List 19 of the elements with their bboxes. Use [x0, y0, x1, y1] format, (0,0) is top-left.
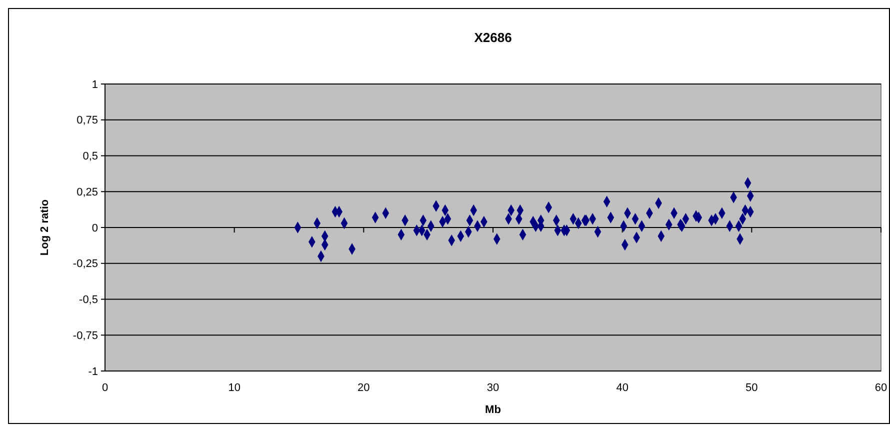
x-axis-title: Mb	[485, 404, 502, 416]
y-axis-title: Log 2 ratio	[39, 199, 51, 256]
chart-title: X2686	[474, 30, 512, 45]
y-tick-label: 0,25	[76, 186, 98, 198]
x-tick-label: 10	[228, 382, 240, 394]
x-tick-label: 20	[358, 382, 370, 394]
y-tick-label: 0,5	[82, 150, 98, 163]
y-tick-label: -0,75	[72, 330, 98, 342]
y-tick-label: -1	[88, 366, 98, 378]
x-tick-label: 50	[746, 382, 758, 394]
y-tick-label: -0,5	[79, 294, 98, 306]
y-tick-label: 1	[92, 78, 98, 91]
x-tick-label: 40	[616, 382, 628, 394]
x-tick-label: 30	[486, 382, 500, 394]
x-tick-label: 0	[102, 382, 108, 394]
x-tick-label: 60	[874, 382, 888, 394]
y-tick-label: 0	[92, 222, 98, 234]
y-tick-label: -0,25	[72, 258, 98, 270]
y-tick-label: 0,75	[76, 114, 98, 127]
